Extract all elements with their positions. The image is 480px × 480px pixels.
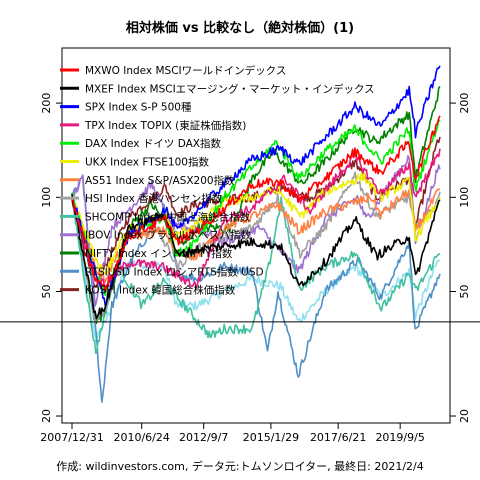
- x-tick-label: 2019/9/5: [375, 431, 424, 444]
- series-line: [71, 171, 441, 324]
- y-tick-label-right: 200: [458, 93, 471, 114]
- x-tick-label: 2015/1/29: [243, 431, 299, 444]
- y-tick-label-left: 20: [40, 409, 53, 423]
- y-tick-label-left: 100: [40, 187, 53, 208]
- chart-footer: 作成: wildinvestors.com, データ元:トムソンロイター, 最終…: [56, 459, 423, 473]
- legend-label: SHCOMP Index 中国上海総合指数: [85, 210, 251, 223]
- y-tick-label-left: 50: [40, 285, 53, 299]
- legend-label: UKX Index FTSE100指数: [85, 156, 209, 169]
- y-tick-label-left: 200: [40, 93, 53, 114]
- legend-label: HSI Index 香港ハンセン指数: [85, 192, 223, 205]
- y-tick-label-right: 50: [458, 285, 471, 299]
- axes: 20 20 50 50 100 100 200 200 2007/12/31 2010/6/24 2…: [40, 93, 471, 444]
- legend-label: DAX Index ドイツ DAX指数: [85, 137, 221, 150]
- x-tick-label: 2007/12/31: [40, 431, 103, 444]
- series-line: [71, 85, 441, 325]
- series-line: [71, 194, 441, 320]
- series-line: [71, 115, 441, 293]
- chart-title: 相対株価 vs 比較なし（絶対株価）(1): [126, 20, 354, 36]
- legend-label: SPX Index S-P 500種: [85, 101, 192, 114]
- series-line: [71, 148, 441, 289]
- y-tick-label-right: 100: [458, 187, 471, 208]
- legend: MXWO Index MSCIワールドインデックス MXEF Index MSCI…: [60, 64, 375, 297]
- legend-label: MXWO Index MSCIワールドインデックス: [85, 64, 286, 77]
- legend-label: TPX Index TOPIX (東証株価指数): [84, 119, 246, 132]
- series-line: [71, 155, 441, 307]
- legend-label: IBOV Index ブラジルボベスパ指数: [85, 229, 251, 242]
- legend-label: NIFTY Index インドNIFTY指数: [85, 247, 233, 260]
- legend-label: MXEF Index MSCIエマージング・マーケット・インデックス: [85, 82, 375, 95]
- y-tick-label-right: 20: [458, 409, 471, 423]
- x-tick-label: 2010/6/24: [113, 431, 169, 444]
- series-line: [71, 193, 441, 355]
- series-line: [71, 136, 441, 288]
- series-line: [71, 65, 441, 307]
- series-lines: [71, 65, 441, 403]
- legend-label: KOSPI Index 韓国総合株価指数: [85, 284, 236, 297]
- x-tick-label: 2017/6/21: [310, 431, 366, 444]
- legend-label: AS51 Index S&P/ASX200指数: [85, 174, 235, 187]
- series-line: [71, 177, 441, 403]
- x-tick-label: 2012/9/7: [179, 431, 228, 444]
- legend-label: RTSIUSD Index ロシアRTS指数 USD: [85, 265, 264, 278]
